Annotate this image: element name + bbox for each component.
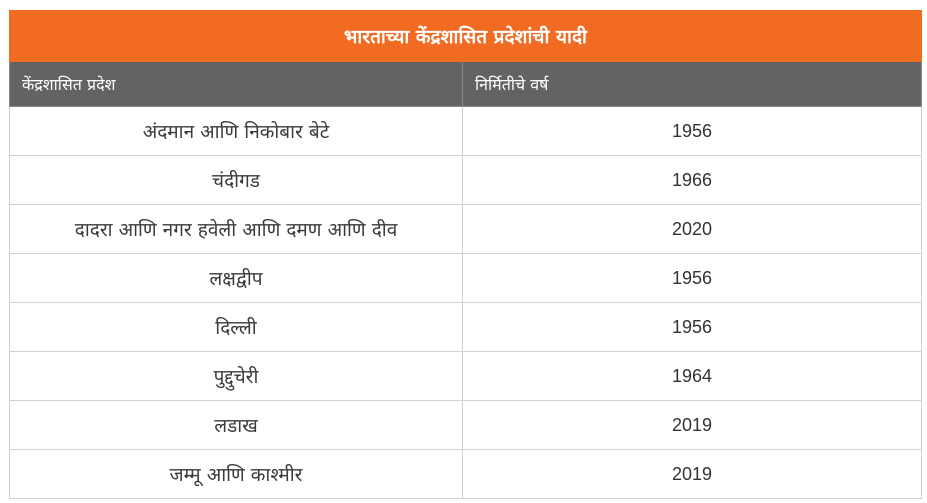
formation-year-cell: 2019 xyxy=(462,400,922,450)
table-header-row: केंद्रशासित प्रदेश निर्मितीचे वर्ष xyxy=(9,61,922,107)
union-territories-table: भारताच्या केंद्रशासित प्रदेशांची यादी के… xyxy=(9,10,922,499)
territory-name-cell: लडाख xyxy=(9,400,463,450)
table-row: दादरा आणि नगर हवेली आणि दमण आणि दीव 2020 xyxy=(9,204,922,254)
formation-year-cell: 1964 xyxy=(462,351,922,401)
territory-name-cell: अंदमान आणि निकोबार बेटे xyxy=(9,106,463,156)
territory-name-cell: पुद्दुचेरी xyxy=(9,351,463,401)
formation-year-cell: 1966 xyxy=(462,155,922,205)
table-title: भारताच्या केंद्रशासित प्रदेशांची यादी xyxy=(9,10,922,62)
territory-name-cell: जम्मू आणि काश्मीर xyxy=(9,449,463,499)
territory-name-cell: दादरा आणि नगर हवेली आणि दमण आणि दीव xyxy=(9,204,463,254)
table-row: लक्षद्वीप 1956 xyxy=(9,253,922,303)
formation-year-cell: 1956 xyxy=(462,253,922,303)
table-row: लडाख 2019 xyxy=(9,400,922,450)
column-header-year: निर्मितीचे वर्ष xyxy=(462,61,922,107)
union-territories-table-wrapper: भारताच्या केंद्रशासित प्रदेशांची यादी के… xyxy=(9,10,922,499)
table-row: अंदमान आणि निकोबार बेटे 1956 xyxy=(9,106,922,156)
table-row: चंदीगड 1966 xyxy=(9,155,922,205)
formation-year-cell: 2020 xyxy=(462,204,922,254)
table-title-row: भारताच्या केंद्रशासित प्रदेशांची यादी xyxy=(9,10,922,62)
table-row: जम्मू आणि काश्मीर 2019 xyxy=(9,449,922,499)
formation-year-cell: 1956 xyxy=(462,106,922,156)
column-header-territory: केंद्रशासित प्रदेश xyxy=(9,61,463,107)
table-row: दिल्ली 1956 xyxy=(9,302,922,352)
territory-name-cell: लक्षद्वीप xyxy=(9,253,463,303)
table-row: पुद्दुचेरी 1964 xyxy=(9,351,922,401)
territory-name-cell: चंदीगड xyxy=(9,155,463,205)
territory-name-cell: दिल्ली xyxy=(9,302,463,352)
formation-year-cell: 1956 xyxy=(462,302,922,352)
formation-year-cell: 2019 xyxy=(462,449,922,499)
